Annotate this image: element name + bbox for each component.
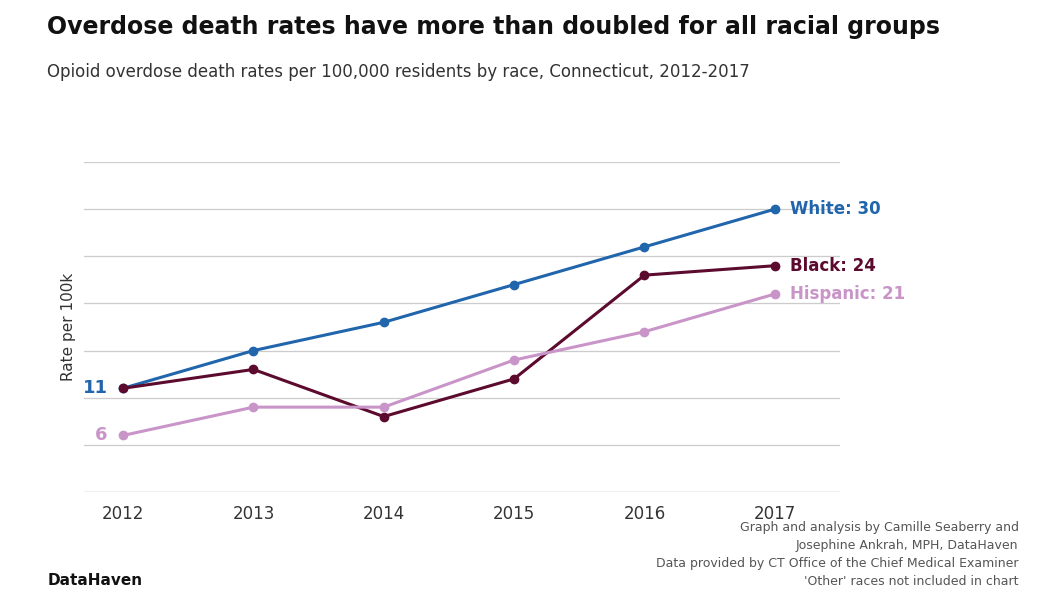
Text: Hispanic: 21: Hispanic: 21 bbox=[791, 285, 905, 303]
Text: Graph and analysis by Camille Seaberry and
Josephine Ankrah, MPH, DataHaven
Data: Graph and analysis by Camille Seaberry a… bbox=[656, 521, 1018, 588]
Text: DataHaven: DataHaven bbox=[47, 573, 143, 588]
Text: 6: 6 bbox=[94, 427, 107, 445]
Text: Black: 24: Black: 24 bbox=[791, 257, 877, 275]
Y-axis label: Rate per 100k: Rate per 100k bbox=[61, 273, 76, 381]
Text: 11: 11 bbox=[83, 379, 107, 397]
Text: White: 30: White: 30 bbox=[791, 200, 881, 218]
Text: Overdose death rates have more than doubled for all racial groups: Overdose death rates have more than doub… bbox=[47, 15, 940, 39]
Text: Opioid overdose death rates per 100,000 residents by race, Connecticut, 2012-201: Opioid overdose death rates per 100,000 … bbox=[47, 63, 750, 81]
